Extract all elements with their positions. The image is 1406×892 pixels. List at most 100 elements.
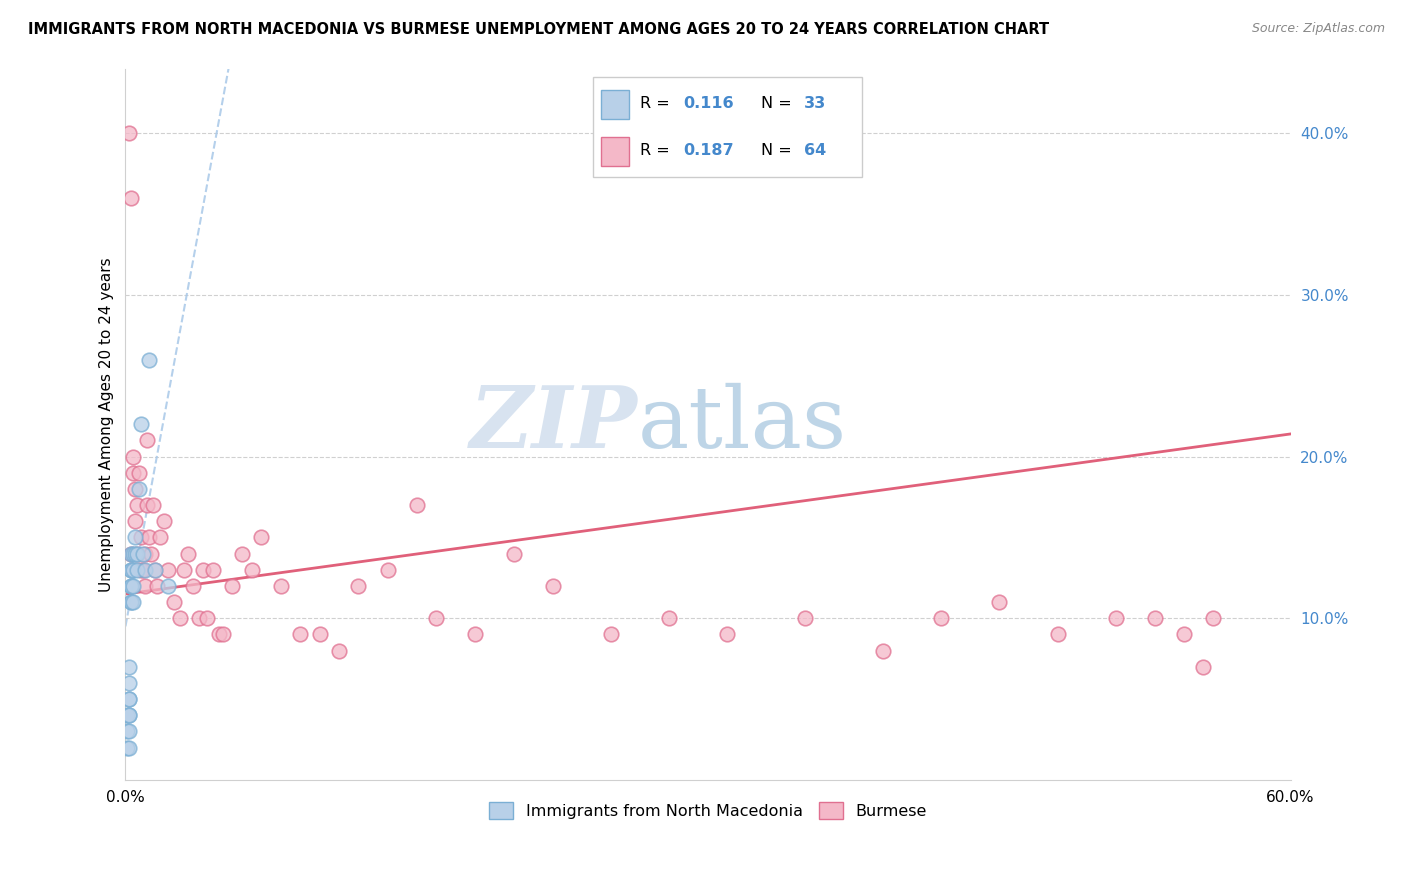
- Point: [127, 563, 149, 577]
- Point: [221, 579, 243, 593]
- Point: [157, 563, 180, 577]
- Point: [1046, 627, 1069, 641]
- Legend: Immigrants from North Macedonia, Burmese: Immigrants from North Macedonia, Burmese: [482, 796, 934, 825]
- Point: [328, 643, 350, 657]
- Point: [120, 579, 142, 593]
- Point: [120, 595, 142, 609]
- Text: 64: 64: [804, 144, 827, 158]
- Text: 0.187: 0.187: [683, 144, 734, 158]
- Point: [124, 530, 146, 544]
- Point: [120, 191, 142, 205]
- Point: [118, 692, 141, 706]
- Point: [143, 563, 166, 577]
- Point: [122, 579, 145, 593]
- Point: [118, 724, 141, 739]
- Point: [188, 611, 211, 625]
- Point: [122, 450, 145, 464]
- Point: [425, 611, 447, 625]
- Point: [153, 514, 176, 528]
- Point: [308, 627, 330, 641]
- Point: [139, 547, 162, 561]
- Point: [117, 740, 139, 755]
- Text: R =: R =: [640, 144, 675, 158]
- Point: [270, 579, 292, 593]
- Point: [138, 530, 160, 544]
- Point: [120, 547, 142, 561]
- Point: [122, 547, 145, 561]
- Point: [117, 708, 139, 723]
- Point: [541, 579, 564, 593]
- Bar: [602, 90, 628, 119]
- Point: [118, 740, 141, 755]
- Point: [120, 563, 142, 577]
- Point: [145, 579, 167, 593]
- Point: [127, 498, 149, 512]
- Text: atlas: atlas: [638, 383, 848, 466]
- Point: [118, 692, 141, 706]
- Point: [600, 627, 623, 641]
- Point: [191, 563, 214, 577]
- Point: [988, 595, 1011, 609]
- Point: [127, 547, 149, 561]
- FancyBboxPatch shape: [593, 77, 862, 178]
- Point: [118, 660, 141, 674]
- Point: [149, 530, 172, 544]
- Point: [120, 563, 142, 577]
- Point: [135, 434, 157, 448]
- Point: [129, 563, 152, 577]
- Point: [118, 708, 141, 723]
- Point: [124, 547, 146, 561]
- Text: N =: N =: [761, 96, 796, 111]
- Point: [173, 563, 195, 577]
- Point: [1192, 660, 1215, 674]
- Text: ZIP: ZIP: [470, 383, 638, 466]
- Point: [128, 466, 150, 480]
- Point: [118, 676, 141, 690]
- Point: [120, 595, 142, 609]
- Point: [120, 547, 142, 561]
- Point: [502, 547, 524, 561]
- Point: [135, 498, 157, 512]
- Point: [122, 466, 145, 480]
- Point: [405, 498, 427, 512]
- Point: [195, 611, 218, 625]
- Point: [128, 482, 150, 496]
- Point: [118, 126, 141, 140]
- Point: [132, 547, 155, 561]
- Point: [250, 530, 273, 544]
- Point: [201, 563, 224, 577]
- Point: [658, 611, 681, 625]
- Point: [134, 563, 156, 577]
- Point: [118, 708, 141, 723]
- Point: [124, 514, 146, 528]
- Text: 33: 33: [804, 96, 827, 111]
- Point: [464, 627, 486, 641]
- Point: [377, 563, 399, 577]
- Point: [290, 627, 312, 641]
- Point: [117, 724, 139, 739]
- Point: [1143, 611, 1166, 625]
- Point: [183, 579, 205, 593]
- Text: Source: ZipAtlas.com: Source: ZipAtlas.com: [1251, 22, 1385, 36]
- Point: [169, 611, 191, 625]
- Point: [157, 579, 180, 593]
- Point: [122, 563, 145, 577]
- Point: [1202, 611, 1225, 625]
- Text: N =: N =: [761, 144, 796, 158]
- Text: R =: R =: [640, 96, 675, 111]
- Point: [143, 563, 166, 577]
- Bar: [602, 137, 628, 166]
- Point: [124, 482, 146, 496]
- Point: [134, 579, 156, 593]
- Point: [929, 611, 952, 625]
- Point: [176, 547, 198, 561]
- Point: [163, 595, 186, 609]
- Point: [138, 352, 160, 367]
- Point: [142, 498, 165, 512]
- Point: [872, 643, 894, 657]
- Point: [347, 579, 370, 593]
- Point: [208, 627, 231, 641]
- Point: [127, 547, 149, 561]
- Point: [134, 547, 156, 561]
- Point: [231, 547, 253, 561]
